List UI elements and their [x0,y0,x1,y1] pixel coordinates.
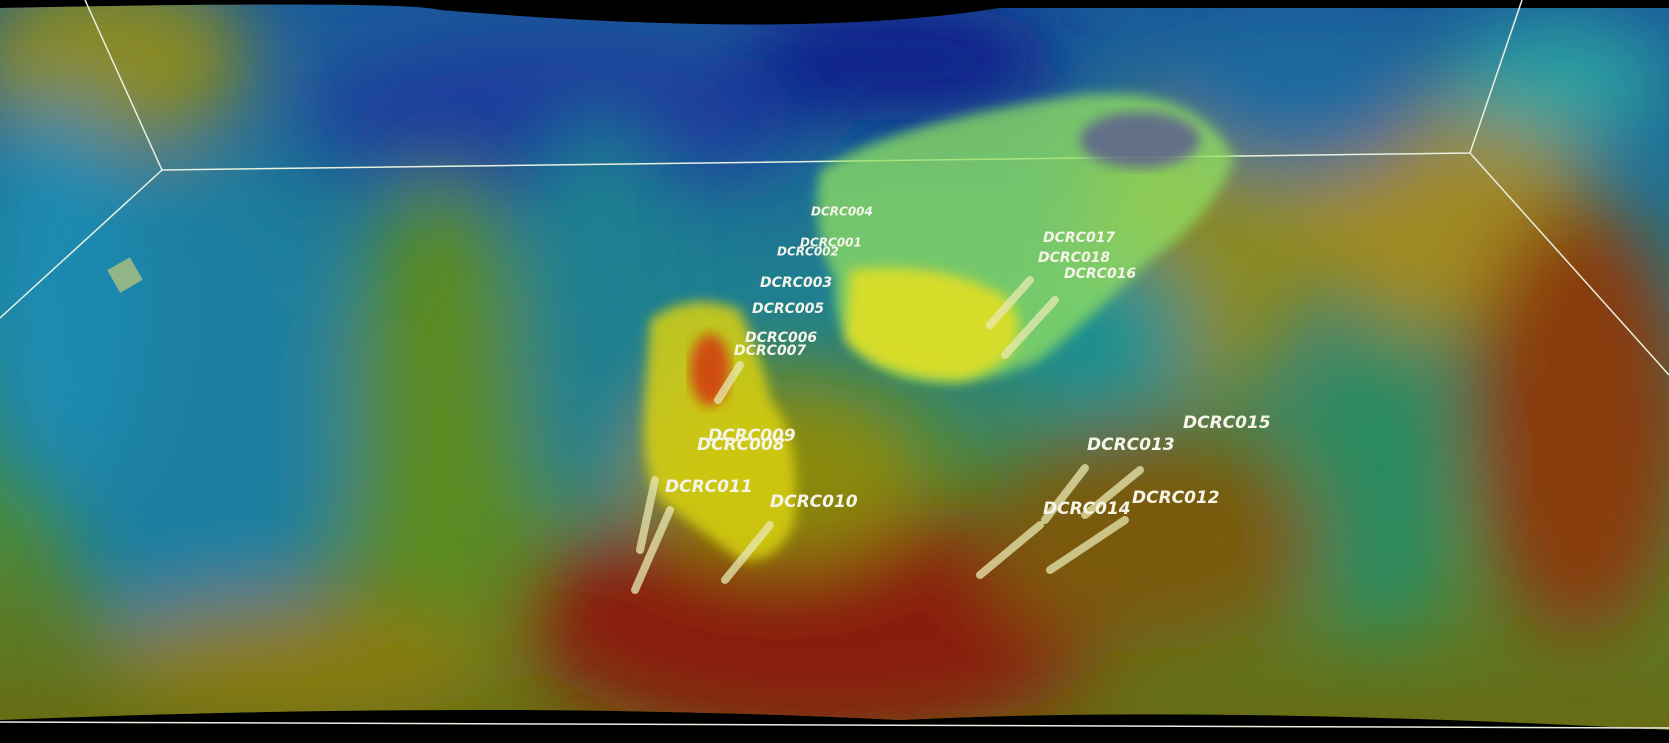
ore-bodies [107,93,1235,561]
hole-label: DCRC007 [734,343,806,359]
hole-label: DCRC002 [777,245,839,259]
hole-label: DCRC017 [1043,230,1115,246]
hole-label: DCRC014 [1043,499,1131,519]
hole-label: DCRC010 [770,492,858,512]
hole-label: DCRC001 [800,236,862,250]
hole-label: DCRC015 [1183,413,1271,433]
hole-label: DCRC013 [1087,435,1175,455]
hole-label: DCRC009 [708,426,796,446]
hole-label: DCRC006 [745,330,817,346]
hole-label: DCRC011 [665,477,753,497]
hole-label: DCRC004 [811,205,873,219]
hole-label: DCRC018 [1038,250,1110,266]
hole-label: DCRC012 [1132,488,1220,508]
hole-label: DCRC005 [752,301,824,317]
hole-label: DCRC003 [760,275,832,291]
hole-label: DCRC016 [1064,266,1136,282]
drill-holes [631,276,1144,594]
drill-hole-labels: DCRC004 DCRC001 DCRC002 DCRC003 DCRC005 … [665,205,1271,520]
hole-label: DCRC008 [697,435,785,455]
